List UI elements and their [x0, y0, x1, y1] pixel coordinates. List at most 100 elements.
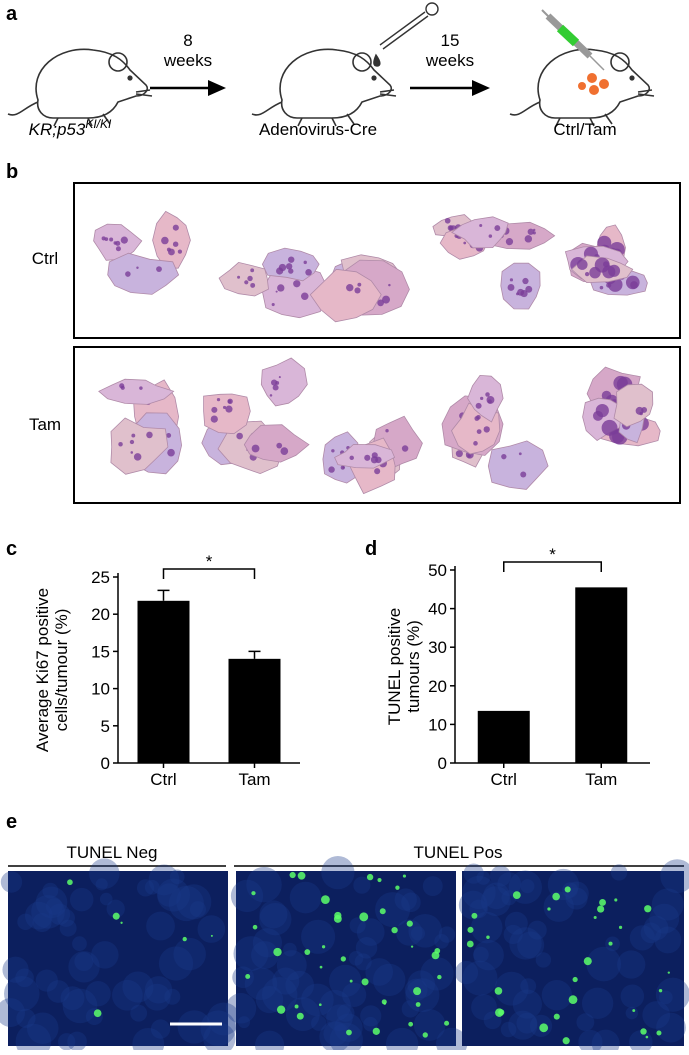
tumour-spot — [475, 402, 482, 409]
duration-unit: weeks — [163, 51, 212, 70]
nuclear-stain — [62, 988, 98, 1024]
nuclear-stain — [355, 937, 378, 959]
nuclear-stain — [576, 1013, 595, 1032]
nuclear-stain — [112, 979, 143, 1011]
y-tick-label: 30 — [428, 638, 447, 657]
nuclear-stain — [89, 858, 120, 889]
nuclear-stain — [547, 868, 580, 901]
nuclear-stain — [373, 963, 406, 997]
nuclear-stain — [454, 960, 479, 985]
tumour-spot — [247, 275, 253, 282]
lung-lobe — [309, 268, 382, 323]
significance-marker: * — [206, 552, 213, 571]
nuclear-stain — [396, 919, 423, 946]
tunel-signal — [471, 912, 478, 919]
tumour-spot — [146, 431, 153, 439]
nuclear-stain — [99, 892, 113, 906]
y-tick-label: 20 — [428, 677, 447, 696]
tumour-spot — [505, 238, 514, 246]
nuclear-stain — [2, 956, 29, 983]
nuclear-stain — [610, 864, 628, 881]
nuclear-stain — [148, 864, 180, 896]
nuclear-stain — [144, 879, 160, 895]
nuclear-stain — [326, 1004, 353, 1032]
nuclear-stain — [363, 1016, 378, 1032]
tunel-signal — [583, 957, 592, 966]
y-tick-label: 0 — [101, 754, 110, 773]
nuclear-stain — [578, 1029, 603, 1054]
nuclear-stain — [649, 903, 680, 934]
nuclear-stain — [476, 870, 491, 885]
nuclear-stain — [15, 1023, 52, 1055]
nuclear-stain — [232, 966, 254, 989]
fluorescence-images — [0, 856, 689, 1055]
tunel-signal — [319, 965, 323, 969]
tunel-signal — [539, 1023, 549, 1033]
tumour-spot — [139, 386, 143, 390]
tunel-signal — [377, 877, 382, 883]
row-label: Tam — [29, 415, 61, 434]
tumour-spot — [275, 290, 278, 293]
nuclear-stain — [655, 977, 689, 1012]
lung-sections — [93, 210, 661, 495]
significance-marker: * — [549, 545, 556, 564]
tumour-spot — [161, 236, 169, 245]
nuclear-stain — [509, 927, 542, 960]
tunel-signal — [182, 936, 187, 942]
nuclear-stain — [651, 888, 684, 921]
tumour-spot — [382, 295, 390, 304]
tumour-spot — [269, 394, 273, 397]
nuclear-stain — [250, 941, 279, 969]
tumour-spot — [532, 231, 536, 235]
nuclear-stain — [360, 1005, 382, 1027]
tunel-signal — [395, 885, 400, 890]
tumour-spot — [601, 419, 618, 436]
tumour-spot — [483, 426, 490, 433]
tunel-signal — [276, 1005, 286, 1014]
tunel-signal — [289, 871, 296, 879]
tumour-spot — [474, 416, 480, 421]
tumour-spot — [630, 281, 638, 289]
tunel-signal — [572, 976, 578, 983]
nuclear-stain — [144, 976, 173, 1004]
tunel-signal — [304, 949, 311, 955]
tunel-signal — [614, 898, 618, 902]
nuclear-stain — [336, 1004, 355, 1022]
tumour-spot — [509, 278, 514, 282]
y-axis-label: TUNEL positive — [385, 608, 404, 725]
tumour-spot — [275, 381, 280, 385]
nuclear-stain — [375, 892, 411, 928]
section-box — [73, 346, 681, 504]
y-tick-label: 0 — [438, 754, 447, 773]
nuclear-stain — [342, 982, 367, 1007]
nuclear-stain — [354, 953, 372, 971]
nuclear-stain — [136, 879, 155, 897]
tunel-signal — [618, 925, 623, 929]
tumour-spot — [635, 406, 644, 415]
nuclear-stain — [200, 1010, 236, 1046]
tumour-spot — [494, 225, 501, 231]
nuclear-stain — [660, 859, 689, 894]
tumour-spot — [595, 403, 609, 418]
tumour-spot — [115, 246, 121, 252]
tumour-spot — [479, 224, 483, 228]
tunel-signal — [359, 912, 369, 922]
nuclear-stain — [301, 919, 336, 954]
tunel-signal — [422, 1032, 428, 1038]
nuclear-stain — [410, 926, 426, 941]
nuclear-stain — [625, 1006, 639, 1020]
nuclear-stain — [176, 884, 212, 920]
tunel-signal — [383, 1002, 386, 1005]
tumour-spot — [370, 456, 379, 464]
tumour-spot — [300, 292, 309, 301]
nuclear-stain — [168, 885, 204, 922]
nuclear-stain — [289, 881, 322, 914]
tumour-spot — [244, 280, 249, 285]
treatment: Adenovirus-Cre — [259, 120, 377, 139]
tumour-spot — [251, 444, 260, 453]
tunel-signal — [372, 1027, 380, 1035]
tunel-image — [8, 871, 228, 1046]
nuclear-stain — [654, 926, 682, 954]
tumour-spot — [305, 268, 312, 276]
